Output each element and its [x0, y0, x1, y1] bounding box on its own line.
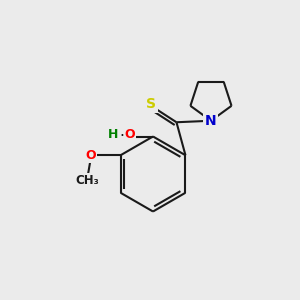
- Text: S: S: [146, 97, 156, 111]
- Text: CH₃: CH₃: [76, 174, 99, 187]
- Text: ·: ·: [119, 129, 124, 144]
- Text: H: H: [108, 128, 119, 142]
- Text: O: O: [124, 128, 135, 142]
- Text: N: N: [205, 114, 217, 128]
- Text: O: O: [85, 149, 96, 162]
